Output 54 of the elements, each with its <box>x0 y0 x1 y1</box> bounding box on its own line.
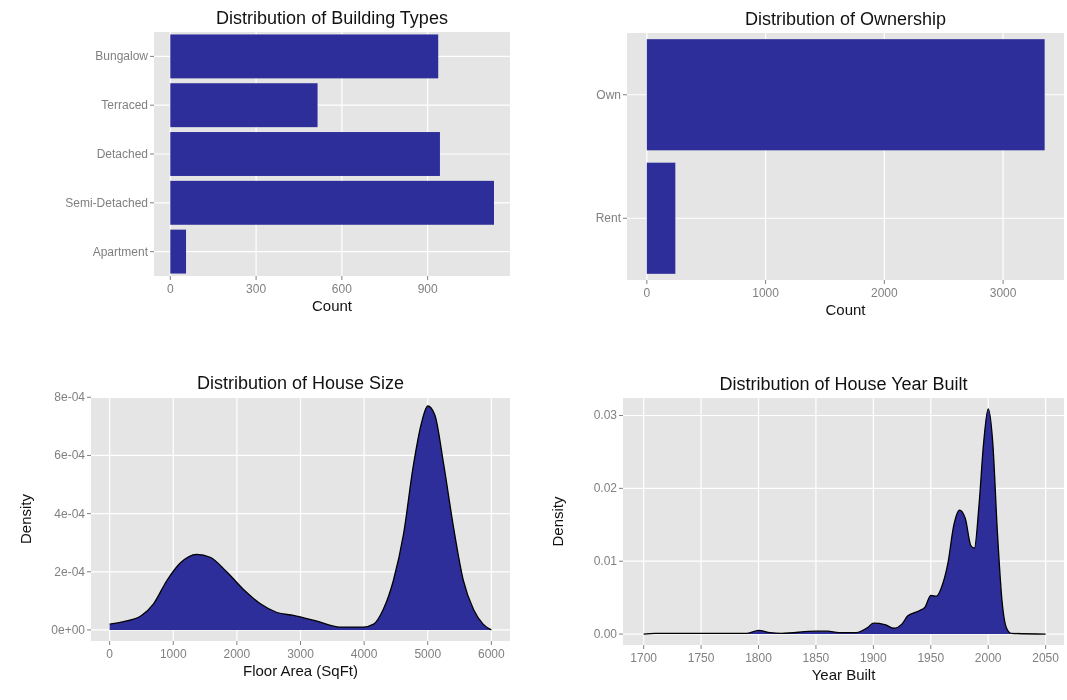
x-tick-label: 2000 <box>870 286 898 300</box>
bar <box>170 34 439 79</box>
x-tick-label: 1800 <box>745 651 773 665</box>
y-axis-title: Density <box>17 493 34 545</box>
y-axis-title: Density <box>549 496 566 547</box>
x-tick-label: 5000 <box>414 647 442 661</box>
x-tick-label: 2050 <box>1032 651 1060 665</box>
y-tick-label: 0.03 <box>593 408 618 423</box>
x-tick-label: 0 <box>166 282 174 296</box>
x-tick-label: 1900 <box>860 651 888 665</box>
bar <box>170 229 187 274</box>
x-tick-label: 1000 <box>752 286 780 300</box>
bar <box>170 83 318 128</box>
x-tick-label: 900 <box>417 282 438 296</box>
y-tick-label: 0e+00 <box>51 622 86 637</box>
x-tick-label: 1950 <box>917 651 945 665</box>
y-tick-label: 0.00 <box>593 627 618 642</box>
x-tick-label: 2000 <box>974 651 1002 665</box>
x-tick-label: 300 <box>246 282 267 296</box>
chart-title: Distribution of Ownership <box>744 9 947 29</box>
x-tick-label: 1750 <box>687 651 715 665</box>
y-tick-label: 0.02 <box>593 481 618 496</box>
bar <box>170 180 494 225</box>
y-tick-label: 6e-04 <box>54 448 86 463</box>
x-tick-label: 2000 <box>223 647 251 661</box>
y-tick-label: Apartment <box>92 244 149 259</box>
x-axis-title: Count <box>825 301 867 318</box>
x-axis-title: Count <box>311 297 353 314</box>
x-tick-label: 600 <box>331 282 353 296</box>
y-tick-label: Detached <box>96 147 148 161</box>
y-tick-label: Terraced <box>101 98 148 113</box>
chart-title: Distribution of Building Types <box>216 8 448 28</box>
y-tick-label: Own <box>596 87 621 102</box>
x-tick-label: 3000 <box>287 647 315 661</box>
x-tick-label: 6000 <box>478 647 506 661</box>
x-tick-label: 1000 <box>159 647 187 661</box>
x-tick-label: 3000 <box>989 286 1017 300</box>
y-tick-label: 0.01 <box>593 554 618 569</box>
x-tick-label: 1700 <box>630 651 658 665</box>
bar <box>170 132 440 176</box>
y-tick-label: Semi-Detached <box>65 195 148 210</box>
x-tick-label: 0 <box>106 647 114 661</box>
y-tick-label: Rent <box>595 211 622 226</box>
x-tick-label: 1850 <box>802 651 830 665</box>
x-tick-label: 0 <box>643 286 651 300</box>
x-tick-label: 4000 <box>350 647 378 661</box>
chart-title: Distribution of House Year Built <box>719 374 968 394</box>
x-axis-title: Floor Area (SqFt) <box>242 662 359 679</box>
y-tick-label: 4e-04 <box>54 506 86 521</box>
x-axis-title: Year Built <box>811 666 877 683</box>
y-tick-label: 8e-04 <box>54 390 86 405</box>
y-tick-label: 2e-04 <box>54 564 86 579</box>
chart-title: Distribution of House Size <box>196 373 405 393</box>
y-tick-label: Bungalow <box>95 49 149 64</box>
